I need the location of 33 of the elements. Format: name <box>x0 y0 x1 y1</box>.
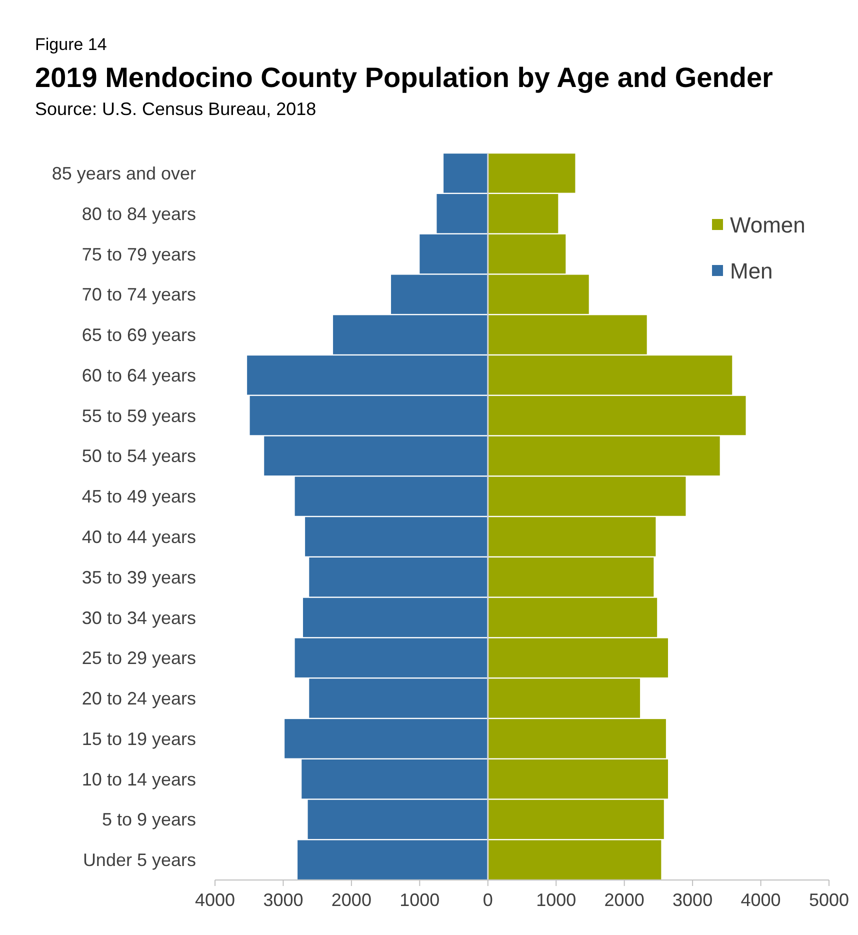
y-tick-label: Under 5 years <box>82 850 196 870</box>
y-tick-label: 75 to 79 years <box>82 244 196 264</box>
y-tick-label: 25 to 29 years <box>82 648 196 668</box>
y-tick-label: 5 to 9 years <box>102 810 196 830</box>
x-tick-label: 3000 <box>263 890 304 910</box>
y-tick-label: 35 to 39 years <box>82 567 196 588</box>
x-tick-label: 4000 <box>740 890 781 910</box>
legend-label: Men <box>730 258 773 284</box>
x-tick-label: 3000 <box>672 890 713 910</box>
y-tick-label: 30 to 34 years <box>82 608 196 628</box>
caption: Figure 14 <box>35 35 107 54</box>
y-tick-label: 55 to 59 years <box>82 406 196 426</box>
x-tick-label: 2000 <box>331 890 372 910</box>
x-tick-label: 2000 <box>604 890 644 910</box>
y-tick-label: 65 to 69 years <box>82 325 196 346</box>
y-tick-label: 40 to 44 years <box>82 526 196 547</box>
x-tick-label: 1000 <box>400 890 440 910</box>
y-tick-label: 50 to 54 years <box>82 446 196 466</box>
chart-title: 2019 Mendocino County Population by Age and Gender <box>35 62 774 93</box>
y-tick-label: 70 to 74 years <box>82 284 196 305</box>
x-tick-label: 4000 <box>194 890 236 910</box>
x-tick-label: 5000 <box>808 890 850 910</box>
y-tick-label: 60 to 64 years <box>82 365 196 386</box>
y-tick-label: 20 to 24 years <box>82 688 196 709</box>
y-tick-label: 80 to 84 years <box>82 204 196 224</box>
y-tick-label: 10 to 14 years <box>82 769 196 790</box>
chart-subtitle: Source: U.S. Census Bureau, 2018 <box>35 99 316 119</box>
y-tick-label: 15 to 19 years <box>82 728 196 749</box>
y-tick-label: 45 to 49 years <box>82 486 196 507</box>
y-tick-label: 85 years and over <box>52 163 196 184</box>
x-tick-label: 1000 <box>536 890 576 910</box>
x-tick-label: 0 <box>482 890 493 910</box>
legend-label: Women <box>730 212 806 238</box>
